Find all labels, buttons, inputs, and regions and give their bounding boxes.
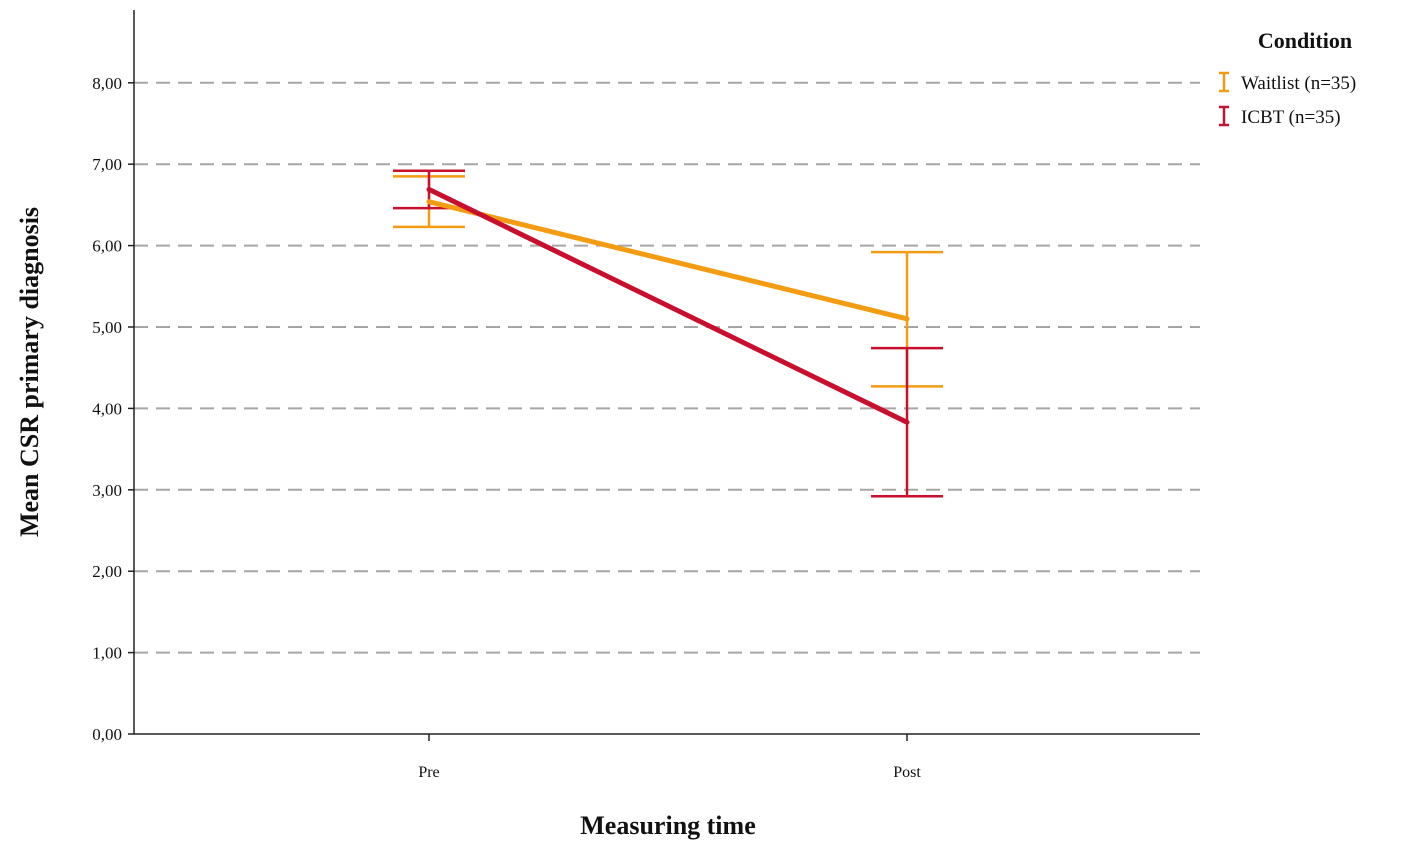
legend-errorbar-icon: [1219, 71, 1229, 93]
y-axis-title: Mean CSR primary diagnosis: [15, 207, 44, 537]
y-tick-label: 5,00: [92, 318, 122, 337]
axes: [128, 10, 1200, 741]
x-tick-label: Pre: [418, 764, 439, 781]
y-tick-label: 8,00: [92, 74, 122, 93]
y-tick-labels: 0,00 1,00 2,00 3,00 4,00 5,00 6,00 7,00 8,00: [92, 74, 122, 744]
series-1: [393, 175, 943, 388]
y-tick-label: 3,00: [92, 481, 122, 500]
legend: Condition Waitlist (n=35) ICBT (n=35): [1219, 28, 1356, 128]
legend-errorbar-icon: [1219, 105, 1229, 127]
y-tick-label: 0,00: [92, 725, 122, 744]
legend-label: ICBT (n=35): [1241, 107, 1341, 128]
legend-label: Waitlist (n=35): [1241, 73, 1356, 94]
y-tick-label: 7,00: [92, 155, 122, 174]
y-tick-label: 2,00: [92, 562, 122, 581]
y-tick-label: 4,00: [92, 399, 122, 418]
legend-item: ICBT (n=35): [1219, 105, 1341, 128]
legend-title: Condition: [1258, 28, 1352, 53]
series-group: [393, 169, 943, 498]
x-tick-labels: Pre Post: [418, 764, 921, 781]
x-tick-label: Post: [893, 764, 921, 781]
y-tick-label: 1,00: [92, 644, 122, 663]
x-axis-title: Measuring time: [580, 811, 755, 840]
y-tick-label: 6,00: [92, 237, 122, 256]
gridlines: [134, 81, 1200, 654]
series-2: [393, 169, 943, 498]
series-line: [426, 199, 910, 322]
series-line: [426, 186, 910, 425]
legend-item: Waitlist (n=35): [1219, 71, 1356, 94]
